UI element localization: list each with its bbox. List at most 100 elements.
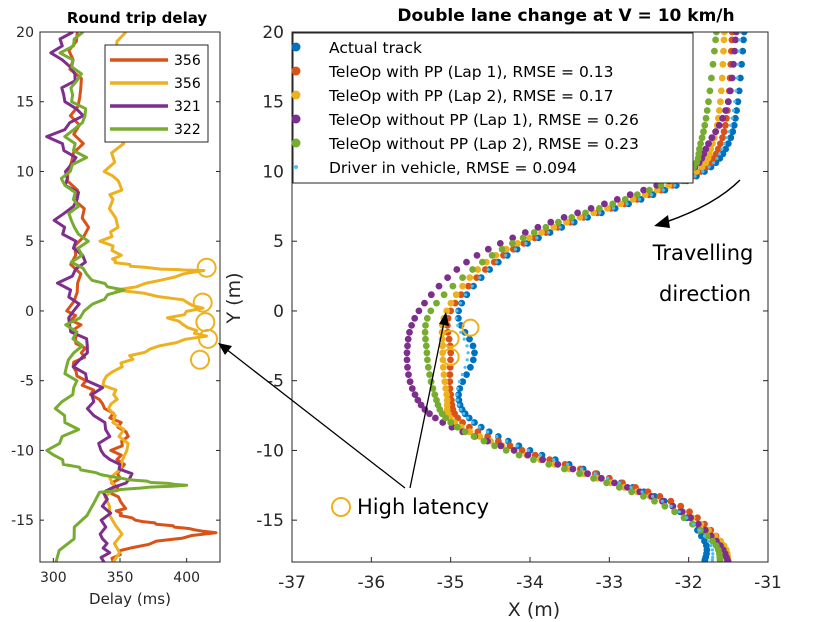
trajectory-point-series-4 [709,60,717,68]
trajectory-point-series-5 [649,193,654,197]
trajectory-point-series-0 [727,134,735,142]
trajectory-point-series-4 [542,223,550,231]
trajectory-point-series-5 [693,174,697,178]
trajectory-point-series-4 [646,186,653,194]
trajectory-point-series-5 [456,386,460,391]
trajectory-point-series-5 [458,301,462,305]
trajectory-point-series-1 [722,121,729,129]
trajectory-point-series-5 [462,337,466,341]
trajectory-point-series-4 [703,532,711,540]
trajectory-point-series-5 [727,130,731,134]
trajectory-point-series-3 [463,258,470,266]
trajectory-point-series-0 [466,335,473,343]
trajectory-point-series-5 [456,323,460,327]
trajectory-point-series-4 [568,214,576,221]
round-trip-delay-latency-markers [190,257,218,370]
trajectory-point-series-5 [692,522,696,526]
trajectory-point-series-5 [711,552,715,556]
trajectory-point-series-2 [538,229,545,236]
right-legend-swatch [291,42,301,52]
trajectory-point-series-5 [625,202,629,206]
trajectory-point-series-0 [737,74,744,82]
trajectory-point-series-2 [466,274,474,281]
trajectory-point-series-5 [546,230,551,235]
trajectory-point-series-5 [733,100,737,104]
trajectory-point-series-5 [730,116,734,120]
trajectory-point-series-3 [712,128,719,136]
trajectory-point-series-4 [640,493,647,500]
trajectory-point-series-3 [727,87,734,95]
trajectory-point-series-1 [447,349,455,357]
trajectory-point-series-3 [497,442,505,450]
trajectory-point-series-5 [711,555,715,559]
trajectory-point-series-5 [478,276,482,280]
trajectory-point-series-4 [706,87,714,95]
trajectory-point-series-2 [476,433,484,440]
trajectory-point-series-3 [731,47,739,55]
trajectory-point-series-1 [446,378,454,386]
trajectory-point-series-4 [561,465,568,473]
trajectory-point-series-1 [506,442,514,450]
trajectory-point-series-3 [444,274,451,281]
trajectory-point-series-0 [739,47,747,55]
trajectory-point-series-3 [724,98,732,106]
trajectory-point-series-5 [661,188,666,192]
trajectory-point-series-0 [738,60,745,68]
trajectory-point-series-5 [673,183,677,187]
trajectory-point-series-3 [728,74,736,82]
trajectory-point-series-0 [730,121,738,129]
trajectory-point-series-4 [427,307,435,315]
trajectory-point-series-3 [406,328,413,336]
trajectory-point-series-4 [459,274,466,281]
trajectory-point-series-5 [538,453,543,457]
trajectory-point-series-4 [713,32,720,36]
trajectory-point-series-3 [509,234,517,242]
trajectory-point-series-3 [611,479,618,487]
trajectory-point-series-4 [530,229,538,236]
trajectory-point-series-4 [502,447,510,454]
right-legend-swatch [291,138,301,148]
trajectory-point-series-3 [473,252,481,259]
trajectory-point-series-2 [716,107,723,114]
trajectory-point-series-2 [717,98,724,106]
high-latency-annotation: High latency [218,312,489,519]
left-ytick-label: 10 [16,164,34,180]
trajectory-point-series-3 [730,60,737,68]
trajectory-point-series-3 [415,307,423,315]
trajectory-point-series-3 [626,191,634,199]
trajectory-point-series-3 [534,223,542,231]
trajectory-point-series-4 [703,107,711,114]
trajectory-point-series-2 [441,378,449,386]
trajectory-point-series-3 [421,299,428,307]
trajectory-point-series-2 [718,74,726,82]
trajectory-point-series-3 [694,520,702,528]
trajectory-point-series-5 [617,481,622,485]
trajectory-point-series-3 [417,401,425,409]
trajectory-point-series-5 [593,472,597,476]
trajectory-point-series-4 [424,363,432,371]
trajectory-point-series-3 [708,134,716,142]
trajectory-point-series-5 [552,458,556,462]
trajectory-point-series-1 [473,274,481,281]
trajectory-point-series-3 [404,335,412,343]
trajectory-point-series-3 [404,342,411,350]
trajectory-point-series-5 [637,197,642,201]
trajectory-point-series-4 [422,342,430,350]
trajectory-point-series-4 [422,322,429,329]
trajectory-point-series-4 [488,252,496,259]
trajectory-point-series-5 [660,499,664,503]
latency-circle-marker [441,347,460,366]
trajectory-point-series-5 [685,516,689,520]
trajectory-point-series-4 [423,349,431,357]
trajectory-point-series-1 [457,291,465,299]
trajectory-point-series-0 [724,140,732,148]
high-latency-arrow-right [409,321,445,489]
trajectory-point-series-5 [465,358,469,362]
trajectory-point-series-4 [480,437,488,445]
trajectory-point-series-3 [496,240,504,247]
trajectory-point-series-3 [403,356,411,364]
trajectory-point-series-2 [474,266,482,273]
double-lane-change-tick-labels: -15 -10 -5 0 5 10 15 20 -37 -36 -35 -34 -33 -32 -31 [256,23,782,593]
trajectory-point-series-5 [715,156,719,160]
trajectory-point-series-4 [628,488,635,496]
